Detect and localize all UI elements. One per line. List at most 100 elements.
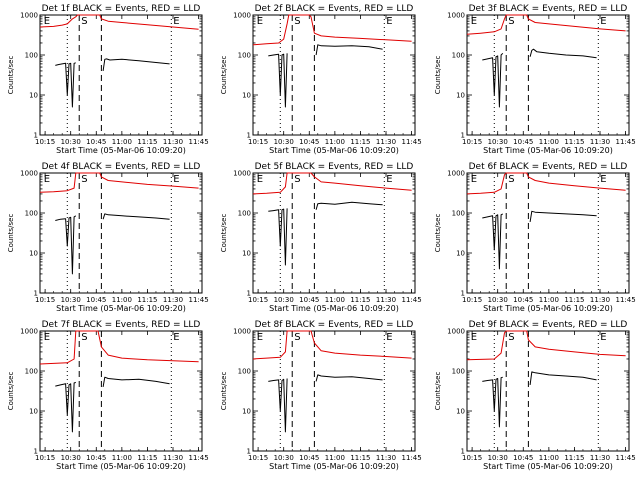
y-tick-label: 1000 [233,170,251,178]
x-tick-label: 11:15 [137,138,157,146]
x-tick-label: 11:00 [539,296,559,304]
y-axis-label: Counts/sec [434,214,442,253]
x-tick-label: 11:30 [376,454,396,462]
marker-letter: E [44,16,50,27]
x-axis-label: Start Time (05-Mar-06 10:09:20) [269,304,399,313]
x-tick-label: 10:15 [462,138,482,146]
y-tick-label: 100 [452,52,465,60]
x-tick-label: 11:30 [590,296,610,304]
x-tick-label: 10:15 [248,454,268,462]
marker-letter: S [508,332,514,343]
y-tick-label: 10 [29,250,38,258]
marker-letter: E [471,16,477,27]
y-tick-label: 10 [242,92,251,100]
x-tick-label: 11:00 [112,296,132,304]
y-tick-label: 10 [242,250,251,258]
marker-letter: E [600,174,606,185]
y-tick-label: 1000 [447,170,465,178]
y-tick-label: 1 [247,448,251,456]
x-tick-label: 11:15 [564,138,584,146]
series-line-lld [39,172,199,193]
chart-panel: Det 8f BLACK = Events, RED = LLD Counts/s… [220,320,422,471]
marker-letter: E [600,16,606,27]
y-tick-label: 100 [452,368,465,376]
marker-letter: E [44,332,50,343]
x-tick-label: 11:00 [539,454,559,462]
x-tick-label: 11:30 [163,138,183,146]
y-axis-label: Counts/sec [434,56,442,95]
chart-panel: Det 4f BLACK = Events, RED = LLD Counts/s… [7,162,209,313]
chart-title: Det 4f BLACK = Events, RED = LLD [42,162,201,172]
marker-letter: E [173,16,179,27]
plot-frame [466,330,630,452]
y-tick-label: 1 [247,290,251,298]
y-axis-label: Counts/sec [7,372,15,411]
series-line-lld [466,14,626,35]
chart-panel: Det 3f BLACK = Events, RED = LLD Counts/s… [434,4,636,155]
y-tick-label: 1 [461,448,465,456]
series-line-lld [39,330,199,365]
plot-frame [466,14,630,136]
y-axis-label: Counts/sec [220,56,228,95]
x-tick-label: 11:00 [325,138,345,146]
y-tick-label: 10 [456,408,465,416]
plot-frame [252,330,416,452]
marker-letter: E [600,332,606,343]
plot-frame [466,172,630,294]
x-tick-label: 10:15 [248,296,268,304]
plot-frame [252,172,416,294]
series-line-events [482,371,597,428]
y-tick-label: 100 [25,368,38,376]
x-tick-label: 10:30 [61,454,81,462]
y-tick-label: 100 [25,210,38,218]
y-tick-label: 100 [452,210,465,218]
chart-title: Det 7f BLACK = Events, RED = LLD [42,320,201,330]
y-tick-label: 1 [34,132,38,140]
x-axis-label: Start Time (05-Mar-06 10:09:20) [483,304,613,313]
x-tick-label: 10:30 [274,296,294,304]
marker-letter: S [508,16,514,27]
series-line-lld [252,172,412,195]
x-tick-label: 11:00 [325,454,345,462]
x-tick-label: 10:45 [86,296,106,304]
plot-frame [39,330,203,452]
marker-letter: E [44,174,50,185]
series-line-events [55,376,170,433]
marker-letter: E [386,174,392,185]
plot-frame [39,172,203,294]
x-tick-label: 10:45 [513,454,533,462]
marker-letter: E [173,174,179,185]
x-tick-label: 10:15 [462,454,482,462]
x-tick-label: 11:45 [615,296,635,304]
x-tick-label: 11:15 [564,454,584,462]
x-tick-label: 11:45 [401,296,421,304]
x-tick-label: 10:45 [86,454,106,462]
x-tick-label: 10:15 [35,138,55,146]
y-tick-label: 1000 [20,328,38,336]
x-tick-label: 10:30 [488,454,508,462]
x-tick-label: 11:15 [350,138,370,146]
x-tick-label: 10:30 [274,138,294,146]
series-line-events [268,201,383,266]
marker-letter: E [386,332,392,343]
y-tick-label: 1000 [447,328,465,336]
y-tick-label: 100 [238,368,251,376]
marker-letter: S [81,332,87,343]
x-tick-label: 11:30 [590,454,610,462]
x-tick-label: 11:30 [376,138,396,146]
x-tick-label: 11:30 [376,296,396,304]
marker-letter: S [81,174,87,185]
x-tick-label: 11:45 [615,138,635,146]
x-tick-label: 11:00 [112,454,132,462]
y-tick-label: 1 [34,448,38,456]
y-tick-label: 1000 [233,328,251,336]
series-line-events [55,58,170,108]
x-tick-label: 11:30 [590,138,610,146]
x-tick-label: 10:45 [299,454,319,462]
x-axis-label: Start Time (05-Mar-06 10:09:20) [56,304,186,313]
marker-letter: S [81,16,87,27]
chart-title: Det 8f BLACK = Events, RED = LLD [255,320,414,330]
y-tick-label: 10 [456,92,465,100]
y-axis-label: Counts/sec [220,372,228,411]
